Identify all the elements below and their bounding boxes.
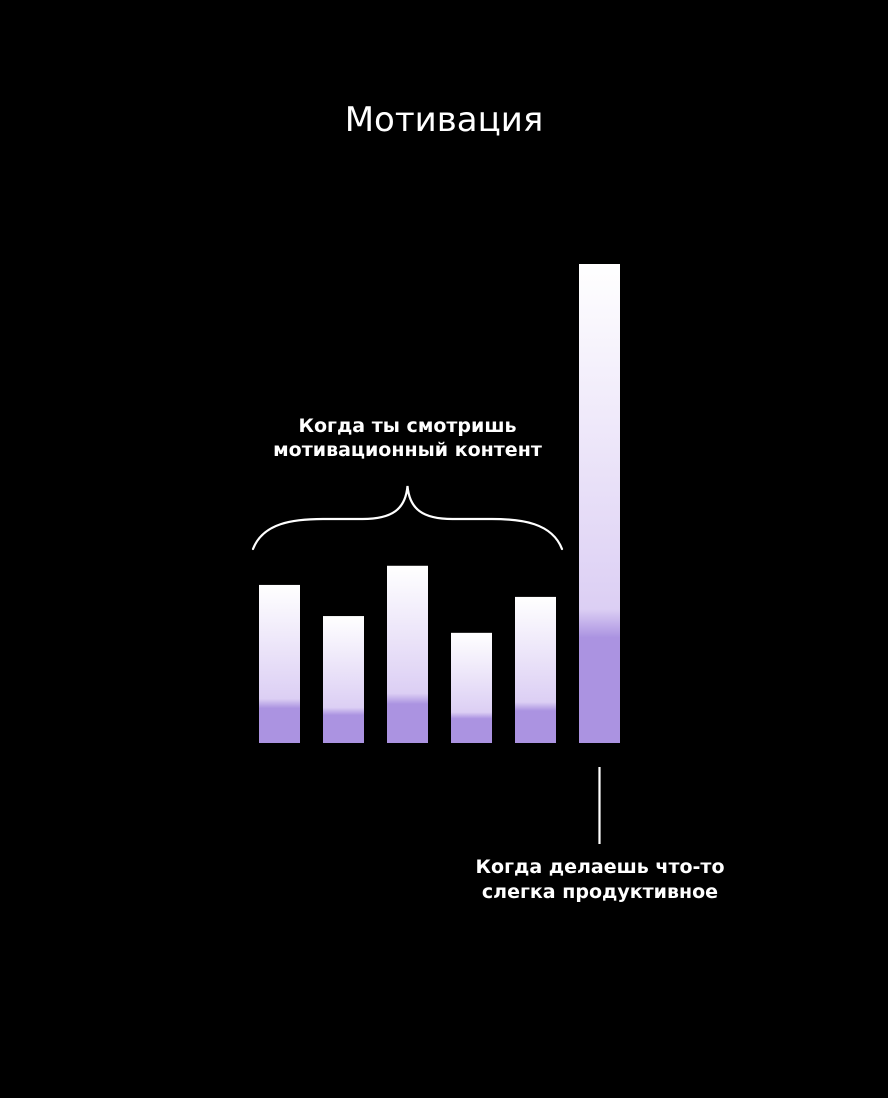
chart-title: Мотивация — [345, 100, 544, 140]
bar-6 — [579, 264, 620, 743]
annotation-productive-line-1: Когда делаешь что-то — [475, 856, 724, 878]
annotation-productive: Когда делаешь что-то слегка продуктивное — [475, 767, 725, 903]
annotation-motivational-content-line-1: Когда ты смотришь — [298, 415, 516, 437]
annotation-productive-line-2: слегка продуктивное — [482, 881, 718, 903]
bar-4 — [451, 632, 492, 743]
bar-1 — [259, 584, 300, 743]
bars-layer — [259, 264, 620, 743]
brace-marker — [251, 485, 564, 551]
annotation-motivational-content-line-2: мотивационный контент — [273, 439, 542, 461]
annotation-motivational-content: Когда ты смотришь мотивационный контент — [251, 415, 564, 551]
bar-2 — [323, 616, 364, 743]
bar-5 — [515, 596, 556, 743]
bar-3 — [387, 565, 428, 743]
